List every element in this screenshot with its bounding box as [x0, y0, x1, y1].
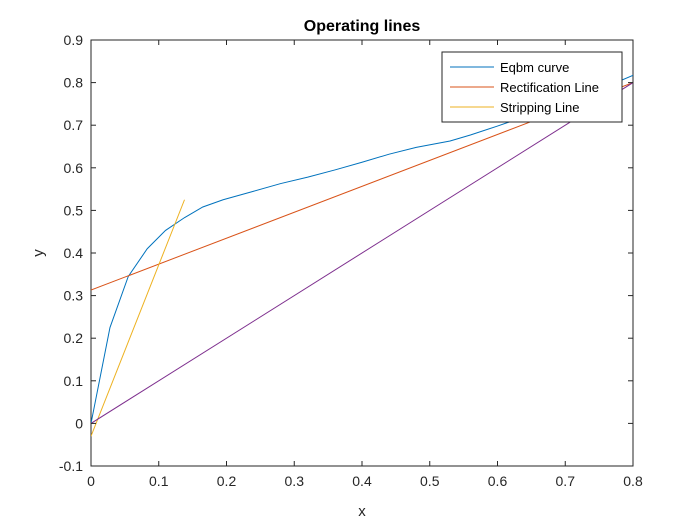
y-tick-label: 0.1 [64, 373, 84, 389]
x-axis-ticks: 0 0.1 0.2 0.3 0.4 0.5 0.6 0.7 0.8 [87, 40, 643, 489]
x-tick-label: 0 [87, 473, 95, 489]
y-tick-label: 0.8 [64, 75, 84, 91]
y-tick-label: -0.1 [59, 458, 83, 474]
x-tick-label: 0.1 [149, 473, 169, 489]
y-tick-label: 0.3 [64, 288, 84, 304]
series-line-4 [91, 82, 633, 424]
y-tick-label: 0.9 [64, 32, 84, 48]
legend-label-eqbm-curve: Eqbm curve [500, 60, 569, 75]
legend-label-rectification-line: Rectification Line [500, 80, 599, 95]
x-tick-label: 0.5 [420, 473, 440, 489]
x-tick-label: 0.7 [556, 473, 576, 489]
legend: Eqbm curve Rectification Line Stripping Li… [441, 51, 623, 123]
x-tick-label: 0.4 [352, 473, 372, 489]
x-tick-label: 0.2 [217, 473, 237, 489]
y-tick-label: 0.2 [64, 330, 84, 346]
series-line-stripping-line [91, 199, 185, 437]
x-tick-label: 0.6 [488, 473, 508, 489]
y-tick-label: 0.7 [64, 117, 84, 133]
chart-title: Operating lines [304, 18, 421, 35]
y-axis-ticks: -0.1 0 0.1 0.2 0.3 0.4 0.5 0.6 0.7 0.8 0.9 [59, 32, 633, 474]
x-tick-label: 0.8 [623, 473, 643, 489]
y-axis-label: y [30, 249, 47, 257]
x-tick-label: 0.3 [285, 473, 305, 489]
x-axis-label: x [358, 503, 366, 520]
y-tick-label: 0.4 [64, 245, 84, 261]
y-tick-label: 0 [75, 415, 83, 431]
y-tick-label: 0.6 [64, 160, 84, 176]
y-tick-label: 0.5 [64, 202, 84, 218]
legend-label-stripping-line: Stripping Line [500, 100, 580, 115]
